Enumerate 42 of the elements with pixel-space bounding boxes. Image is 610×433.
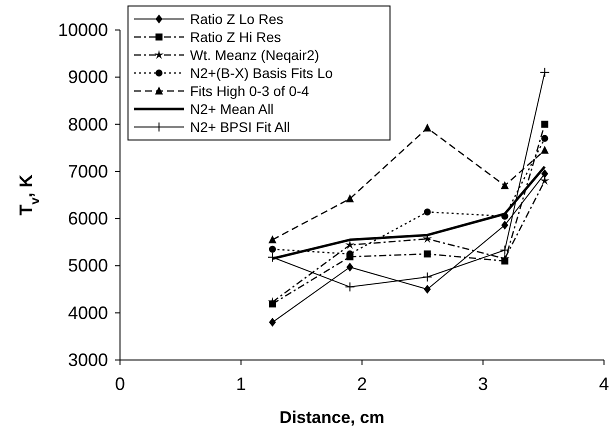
point <box>541 134 548 142</box>
point <box>422 272 432 282</box>
y-tick-label: 9000 <box>68 67 108 88</box>
y-tick-label: 4000 <box>68 302 108 323</box>
x-axis-title: Distance, cm <box>280 408 384 427</box>
point <box>268 246 276 253</box>
point <box>540 67 550 78</box>
y-tick-label: 6000 <box>68 208 108 229</box>
point <box>541 120 548 128</box>
legend-label: N2+ Mean All <box>190 101 274 117</box>
y-tick-label: 5000 <box>68 256 108 276</box>
y-tick-label: 8000 <box>68 114 108 134</box>
legend-label: N2+(B-X) Basis Fits Lo <box>190 65 333 81</box>
y-tick-label: 7000 <box>68 161 108 182</box>
y-tick-label: 3000 <box>68 350 108 370</box>
x-tick-label: 4 <box>598 374 610 394</box>
point <box>540 146 549 154</box>
legend-label: Ratio Z Hi Res <box>190 29 282 45</box>
point <box>500 181 509 190</box>
point <box>424 284 431 294</box>
point <box>500 245 510 256</box>
point <box>424 250 431 258</box>
point <box>346 194 354 202</box>
point <box>346 262 354 272</box>
point <box>345 240 355 250</box>
x-tick-label: 0 <box>114 374 126 394</box>
point <box>267 252 278 262</box>
legend-label: Fits High 0-3 of 0-4 <box>190 83 310 99</box>
legend-label: Wt. Meanz (Neqair2) <box>190 47 320 63</box>
point <box>268 235 276 244</box>
y-tick-label: 10000 <box>58 20 108 40</box>
x-tick-label: 3 <box>478 374 488 394</box>
point <box>423 124 432 132</box>
legend-label: N2+ BPSI Fit All <box>190 119 290 135</box>
x-tick-label: 1 <box>236 374 246 394</box>
point <box>344 282 355 292</box>
point <box>424 208 431 216</box>
point <box>268 318 276 327</box>
point <box>501 220 508 230</box>
x-tick-label: 2 <box>356 374 368 394</box>
legend-label: Ratio Z Lo Res <box>190 11 284 27</box>
point <box>541 169 548 178</box>
